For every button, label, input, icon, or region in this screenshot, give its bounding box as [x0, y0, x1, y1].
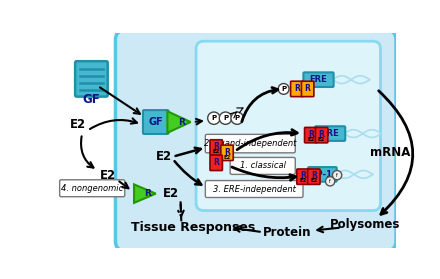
FancyBboxPatch shape: [297, 169, 309, 184]
Text: R: R: [305, 84, 311, 93]
FancyBboxPatch shape: [196, 41, 381, 211]
FancyBboxPatch shape: [304, 128, 317, 143]
Text: E2: E2: [310, 179, 318, 183]
Circle shape: [326, 177, 335, 186]
FancyBboxPatch shape: [304, 72, 334, 87]
Text: R: R: [213, 158, 219, 167]
Text: E2: E2: [70, 118, 86, 131]
FancyBboxPatch shape: [315, 126, 345, 141]
Polygon shape: [167, 111, 191, 133]
Text: 3. ERE-independent: 3. ERE-independent: [213, 184, 296, 194]
Text: E2: E2: [99, 169, 116, 182]
Text: f: f: [336, 173, 338, 178]
Text: E2: E2: [155, 150, 172, 163]
Text: R: R: [319, 130, 325, 139]
FancyBboxPatch shape: [75, 61, 108, 97]
Text: R: R: [311, 171, 317, 181]
FancyBboxPatch shape: [205, 134, 295, 153]
Text: E2: E2: [224, 155, 231, 160]
Text: P: P: [211, 115, 216, 121]
Text: 4. nongenomic: 4. nongenomic: [61, 184, 123, 193]
FancyBboxPatch shape: [205, 181, 303, 198]
Text: 1. classical: 1. classical: [240, 162, 286, 170]
Text: GF: GF: [148, 117, 163, 127]
Text: P: P: [281, 86, 286, 92]
Text: R: R: [308, 130, 314, 139]
Text: R: R: [144, 189, 151, 198]
Circle shape: [333, 170, 342, 180]
FancyBboxPatch shape: [210, 140, 222, 155]
Text: Polysomes: Polysomes: [330, 218, 400, 231]
Text: R: R: [224, 148, 230, 157]
FancyBboxPatch shape: [230, 157, 295, 174]
FancyBboxPatch shape: [308, 167, 337, 182]
Text: f: f: [329, 179, 331, 184]
FancyBboxPatch shape: [221, 145, 233, 160]
Text: 2. ligand-independent: 2. ligand-independent: [204, 139, 297, 148]
Text: ERE: ERE: [310, 75, 327, 84]
Polygon shape: [134, 184, 156, 203]
Circle shape: [219, 112, 232, 124]
Text: R: R: [294, 84, 300, 93]
Circle shape: [231, 112, 243, 124]
Text: P: P: [235, 115, 240, 121]
FancyBboxPatch shape: [115, 30, 396, 251]
Circle shape: [278, 83, 289, 94]
FancyBboxPatch shape: [301, 81, 314, 97]
Text: R: R: [178, 117, 185, 127]
Text: AP-1: AP-1: [312, 170, 334, 179]
Text: E2: E2: [299, 179, 307, 183]
Text: E2: E2: [163, 187, 180, 200]
Text: Tissue Responses: Tissue Responses: [131, 221, 255, 234]
FancyBboxPatch shape: [308, 169, 320, 184]
Text: E2: E2: [318, 137, 325, 142]
Text: R: R: [300, 171, 306, 181]
Text: GF: GF: [83, 93, 100, 106]
Circle shape: [208, 112, 220, 124]
FancyBboxPatch shape: [210, 155, 222, 170]
Text: mRNA: mRNA: [370, 146, 410, 159]
Text: Protein: Protein: [263, 226, 312, 239]
Text: E2: E2: [213, 149, 220, 154]
FancyBboxPatch shape: [290, 81, 303, 97]
Text: E2: E2: [307, 137, 314, 142]
FancyBboxPatch shape: [60, 180, 125, 197]
FancyBboxPatch shape: [143, 110, 169, 134]
FancyBboxPatch shape: [315, 128, 328, 143]
Text: R: R: [213, 142, 219, 151]
Text: P: P: [223, 115, 228, 121]
Text: ERE: ERE: [321, 129, 339, 138]
